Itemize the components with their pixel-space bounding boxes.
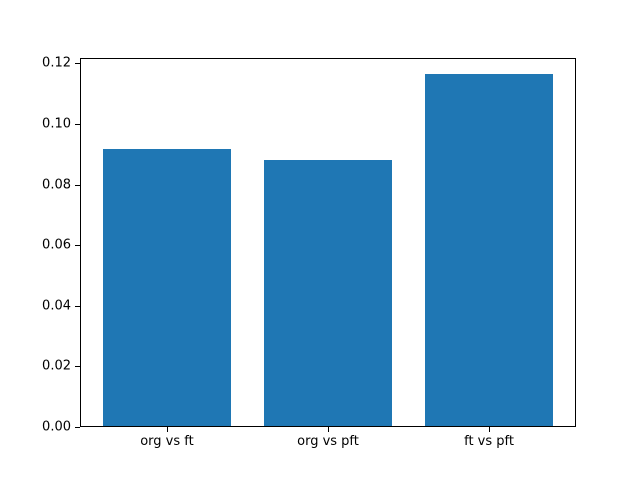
x-tick-mark	[489, 427, 491, 432]
y-tick-mark	[75, 124, 80, 126]
y-tick-label: 0.10	[42, 116, 71, 132]
y-tick-mark	[75, 63, 80, 65]
y-tick-label: 0.08	[42, 177, 71, 193]
y-tick-mark	[75, 305, 80, 307]
x-tick-label: ft vs pft	[464, 434, 514, 449]
y-tick-label: 0.00	[42, 419, 71, 435]
y-tick-mark	[75, 184, 80, 186]
y-tick-mark	[75, 366, 80, 368]
y-tick-label: 0.06	[42, 237, 71, 253]
y-tick-label: 0.12	[42, 55, 71, 71]
y-tick-label: 0.02	[42, 358, 71, 374]
x-tick-label: org vs pft	[297, 434, 359, 449]
x-tick-mark	[166, 427, 168, 432]
bar-org-vs-pft	[263, 160, 393, 426]
y-tick-mark	[75, 427, 80, 428]
x-tick-label: org vs ft	[140, 434, 194, 449]
x-tick-mark	[328, 427, 329, 432]
y-tick-mark	[75, 245, 80, 247]
bar-org-vs-ft	[102, 148, 232, 426]
plot-area	[80, 58, 576, 427]
y-tick-label: 0.04	[42, 298, 71, 314]
bar-ft-vs-pft	[424, 74, 554, 426]
